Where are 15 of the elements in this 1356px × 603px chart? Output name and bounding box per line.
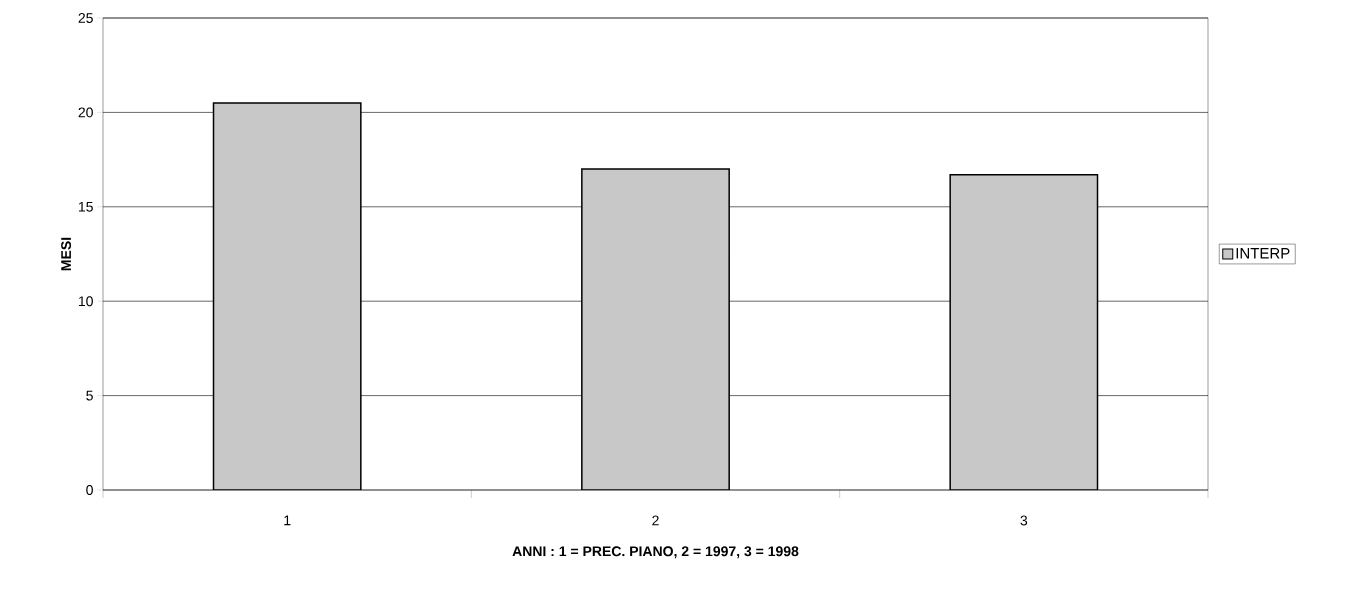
y-tick-label: 10: [78, 296, 93, 307]
y-tick-label: 25: [78, 13, 93, 23]
bar: [949, 173, 1099, 490]
y-tick-label: 0: [86, 485, 93, 495]
y-tick-label: 20: [78, 107, 93, 118]
y-tick-label: 5: [86, 390, 93, 401]
y-tick-label: 15: [78, 201, 93, 212]
bar: [581, 168, 730, 490]
legend-label: INTERP: [1236, 248, 1290, 259]
x-tick-label: 1: [284, 515, 291, 526]
bar: [212, 102, 362, 490]
x-axis-title: ANNI : 1 = PREC. PIANO, 2 = 1997, 3 = 1998: [512, 546, 799, 559]
y-axis-title: MESI: [61, 237, 72, 271]
x-tick-label: 3: [1020, 515, 1028, 526]
x-tick-label: 2: [652, 515, 659, 526]
